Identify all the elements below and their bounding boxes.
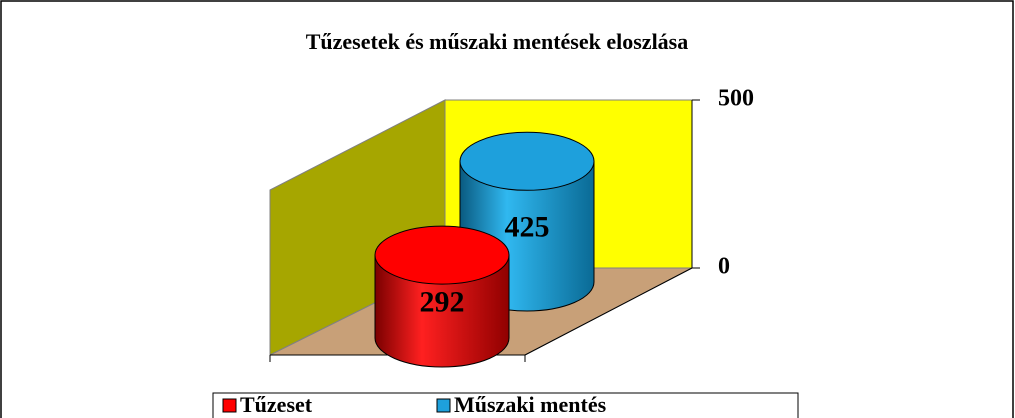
- axis-line: [524, 267, 693, 356]
- cylinder-top: [374, 225, 510, 285]
- legend-swatch: [436, 398, 451, 413]
- cylinder-top: [459, 131, 595, 191]
- chart-title: Tűzesetek és műszaki mentések eloszlása: [306, 29, 689, 54]
- data-label: 425: [505, 211, 550, 244]
- legend: [212, 392, 799, 418]
- legend-label: Műszaki mentés: [454, 392, 607, 417]
- data-label: 292: [420, 285, 465, 318]
- legend-swatch: [222, 398, 237, 413]
- legend-label: Tűzeset: [240, 392, 313, 417]
- cylinder: [374, 254, 510, 368]
- y-tick-label: 0: [718, 254, 730, 280]
- y-tick-label: 500: [718, 86, 754, 112]
